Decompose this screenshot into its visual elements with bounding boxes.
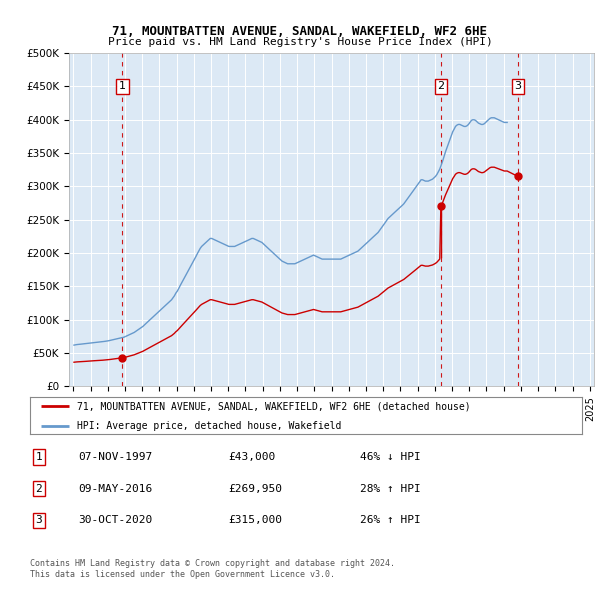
Text: 3: 3 <box>35 516 43 525</box>
Text: 1: 1 <box>119 81 126 91</box>
Text: £315,000: £315,000 <box>228 516 282 525</box>
Text: 1: 1 <box>35 453 43 462</box>
Text: 71, MOUNTBATTEN AVENUE, SANDAL, WAKEFIELD, WF2 6HE (detached house): 71, MOUNTBATTEN AVENUE, SANDAL, WAKEFIEL… <box>77 401 470 411</box>
Text: 09-MAY-2016: 09-MAY-2016 <box>78 484 152 493</box>
Text: HPI: Average price, detached house, Wakefield: HPI: Average price, detached house, Wake… <box>77 421 341 431</box>
Text: £269,950: £269,950 <box>228 484 282 493</box>
Text: Contains HM Land Registry data © Crown copyright and database right 2024.: Contains HM Land Registry data © Crown c… <box>30 559 395 568</box>
Text: This data is licensed under the Open Government Licence v3.0.: This data is licensed under the Open Gov… <box>30 571 335 579</box>
Text: 07-NOV-1997: 07-NOV-1997 <box>78 453 152 462</box>
Text: Price paid vs. HM Land Registry's House Price Index (HPI): Price paid vs. HM Land Registry's House … <box>107 37 493 47</box>
Text: £43,000: £43,000 <box>228 453 275 462</box>
Text: 30-OCT-2020: 30-OCT-2020 <box>78 516 152 525</box>
Text: 26% ↑ HPI: 26% ↑ HPI <box>360 516 421 525</box>
Text: 46% ↓ HPI: 46% ↓ HPI <box>360 453 421 462</box>
Text: 28% ↑ HPI: 28% ↑ HPI <box>360 484 421 493</box>
Text: 3: 3 <box>514 81 521 91</box>
Text: 2: 2 <box>437 81 445 91</box>
Text: 2: 2 <box>35 484 43 493</box>
Text: 71, MOUNTBATTEN AVENUE, SANDAL, WAKEFIELD, WF2 6HE: 71, MOUNTBATTEN AVENUE, SANDAL, WAKEFIEL… <box>113 25 487 38</box>
